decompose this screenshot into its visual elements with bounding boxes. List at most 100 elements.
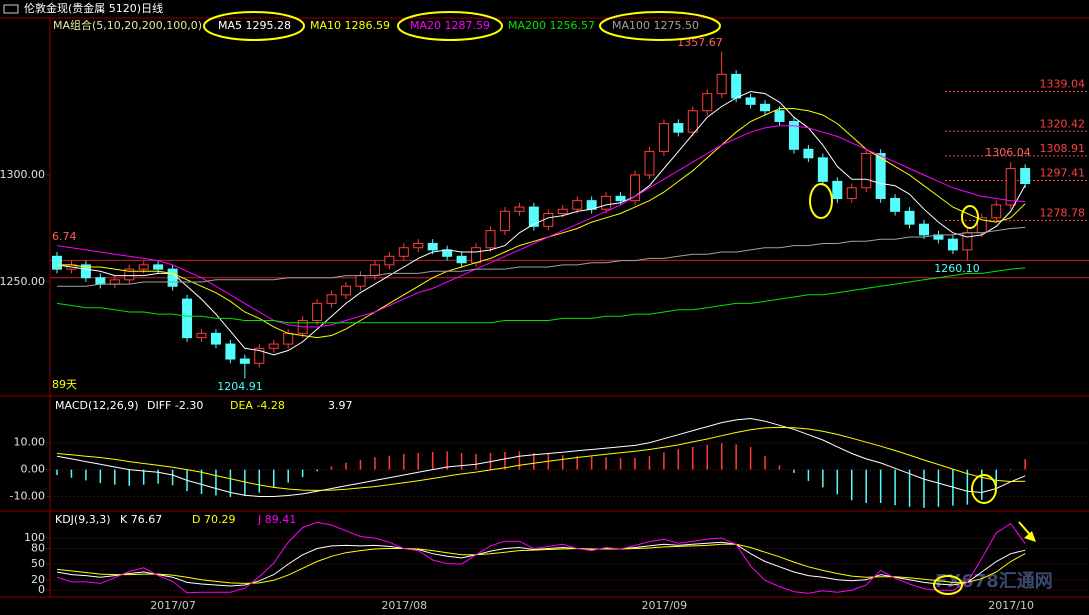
legend-title: MA组合(5,10,20,200,100,0) xyxy=(53,18,202,32)
series-line xyxy=(56,426,1026,491)
candle-body xyxy=(499,210,510,232)
chart-title: 伦敦金现(贵金属 5120)日线 xyxy=(24,1,163,15)
series-line xyxy=(56,267,1026,324)
y-tick-label: 1300.00 xyxy=(0,168,45,181)
candle-body xyxy=(557,208,568,214)
legend-entry: DEA -4.28 xyxy=(230,399,285,412)
highlight-ellipse xyxy=(971,474,997,504)
candle-body xyxy=(615,195,626,202)
series-line xyxy=(56,125,1026,328)
period-label: 89天 xyxy=(52,378,77,391)
highlight-ellipse xyxy=(809,183,833,219)
candle-body xyxy=(427,242,438,251)
candle-body xyxy=(658,123,669,152)
candle-body xyxy=(167,268,178,287)
highlight-ellipse xyxy=(203,11,305,41)
level-label: 1320.42 xyxy=(1040,117,1086,130)
highlight-ellipse xyxy=(599,11,721,41)
candle-body xyxy=(1020,168,1031,185)
candle-body xyxy=(774,110,785,122)
highlight-marks xyxy=(203,11,1036,595)
candle-body xyxy=(803,148,814,159)
x-tick-label: 2017/10 xyxy=(988,599,1034,612)
candle-body xyxy=(702,93,713,112)
candle-body xyxy=(225,343,236,360)
legend-entry: 3.97 xyxy=(328,399,353,412)
candle-body xyxy=(528,206,539,227)
candle-body xyxy=(962,232,973,251)
candle-body xyxy=(312,302,323,322)
candle-body xyxy=(398,247,409,257)
candle-body xyxy=(644,150,655,176)
highlight-ellipse xyxy=(933,575,963,595)
legend-entry: MA10 1286.59 xyxy=(310,19,390,32)
level-label: 1278.78 xyxy=(1040,206,1086,219)
annotation: 1306.04 xyxy=(985,146,1031,159)
candle-body xyxy=(1005,168,1016,206)
candle-body xyxy=(731,73,742,99)
legend-entry: DIFF -2.30 xyxy=(147,399,203,412)
series-line xyxy=(56,417,1026,497)
y-tick-label: 50 xyxy=(31,557,45,570)
candle-body xyxy=(919,223,929,236)
y-tick-label: 0 xyxy=(38,583,45,596)
legend-entry: J 89.41 xyxy=(257,513,296,526)
candle-body xyxy=(904,210,915,225)
x-tick-label: 2017/07 xyxy=(150,599,196,612)
level-label: 1339.04 xyxy=(1040,77,1086,90)
candle-body xyxy=(283,332,294,345)
series-line xyxy=(56,521,1026,594)
window-icon xyxy=(3,4,19,14)
candle-body xyxy=(210,332,221,345)
candle-body xyxy=(788,120,799,150)
candle-body xyxy=(630,174,640,202)
candle-body xyxy=(52,255,62,270)
candle-body xyxy=(413,242,424,249)
annotation: 6.74 xyxy=(52,230,77,243)
macd-title: MACD(12,26,9) xyxy=(55,399,139,412)
candle-body xyxy=(861,153,872,189)
candle-body xyxy=(95,277,106,285)
candle-body xyxy=(745,97,756,105)
candle-body xyxy=(485,230,496,249)
x-tick-label: 2017/08 xyxy=(381,599,427,612)
y-tick-label: 10.00 xyxy=(14,436,46,449)
candle-body xyxy=(875,153,886,200)
candle-body xyxy=(182,298,193,339)
highlight-ellipse xyxy=(397,11,503,41)
watermark: FX678汇通网 xyxy=(935,571,1053,592)
candle-body xyxy=(716,73,727,95)
candle-body xyxy=(254,347,265,364)
candle-body xyxy=(471,247,482,264)
candle-body xyxy=(543,212,554,227)
candle-body xyxy=(124,268,135,281)
candle-body xyxy=(341,285,351,296)
candle-body xyxy=(673,123,684,133)
candle-body xyxy=(384,255,395,266)
legend-entry: MA5 1295.28 xyxy=(218,19,291,32)
x-tick-label: 2017/09 xyxy=(641,599,687,612)
candle-body xyxy=(80,264,91,279)
level-label: 1308.91 xyxy=(1040,142,1086,155)
candle-body xyxy=(601,195,612,210)
series-line xyxy=(56,541,1026,587)
annotation: 1260.10 xyxy=(934,262,980,275)
series-line xyxy=(56,543,1026,584)
candle-body xyxy=(196,332,207,339)
candle-body xyxy=(817,157,828,182)
candle-body xyxy=(514,206,525,212)
y-tick-label: 20 xyxy=(31,573,45,586)
highlight-ellipse xyxy=(961,205,979,229)
candle-body xyxy=(268,343,279,349)
level-label: 1297.41 xyxy=(1040,167,1086,180)
candle-body xyxy=(326,294,337,304)
annotation: 1204.91 xyxy=(217,380,263,393)
candle-body xyxy=(369,264,380,277)
candle-body xyxy=(572,200,583,210)
legend-entry: MA20 1287.59 xyxy=(410,19,490,32)
y-tick-label: 0.00 xyxy=(21,463,46,476)
candle-body xyxy=(153,264,164,270)
series-line xyxy=(56,90,1026,356)
